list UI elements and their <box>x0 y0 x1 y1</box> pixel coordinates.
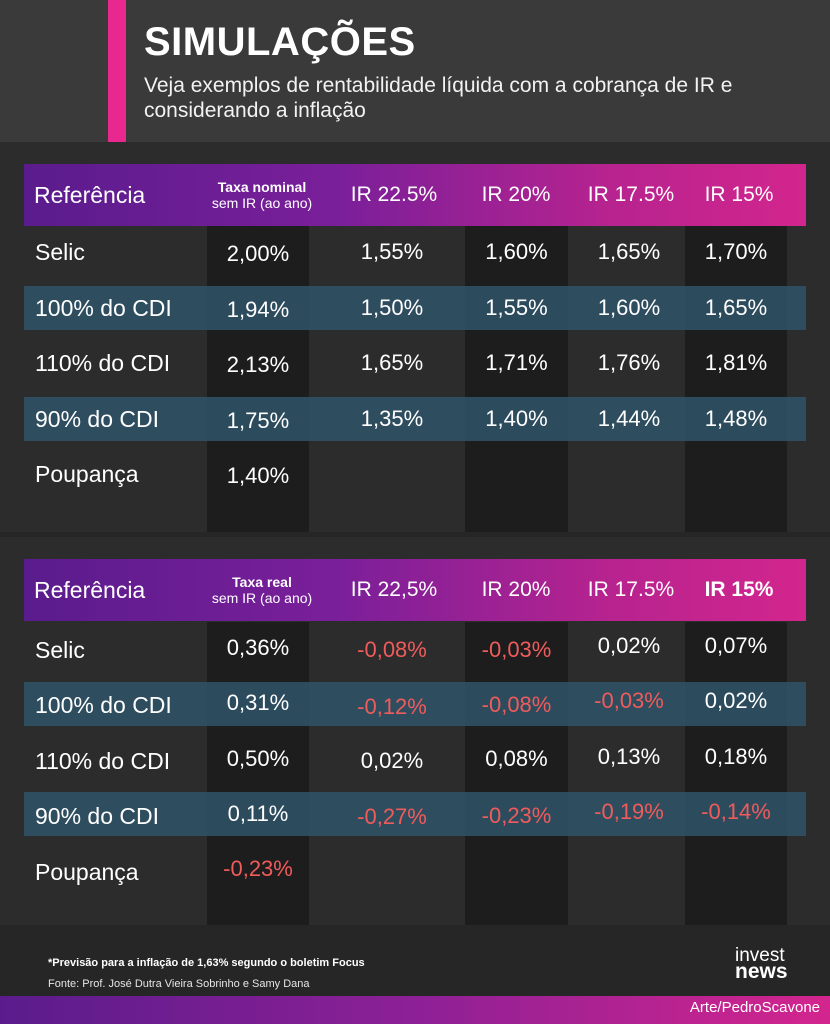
value-cell: 1,81% <box>704 350 768 375</box>
value-cell: 0,02% <box>597 633 661 658</box>
header-ir-17-5: IR 17.5% <box>587 183 675 206</box>
row-label-100-cdi: 100% do CDI <box>35 691 172 718</box>
row-label-110-cdi: 110% do CDI <box>35 349 171 376</box>
page-header <box>0 0 830 142</box>
logo-bottom: news <box>735 960 788 983</box>
value-cell: 2,13% <box>226 352 290 377</box>
highlight-row <box>24 397 806 441</box>
header-ir-22-5: IR 22,5% <box>350 578 438 601</box>
table-header: Referência Taxa nominal sem IR (ao ano) … <box>24 164 806 226</box>
header-ir-15: IR 15% <box>704 578 774 601</box>
value-cell: 1,50% <box>360 295 424 320</box>
row-label-poupanca: Poupança <box>35 460 139 487</box>
value-cell: 1,65% <box>597 239 661 264</box>
header-ir-17-5: IR 17.5% <box>587 578 675 601</box>
row-label-110-cdi: 110% do CDI <box>35 747 171 774</box>
value-cell: 0,02% <box>360 748 424 773</box>
header-reference: Referência <box>34 181 146 208</box>
value-cell-negative: -0,27% <box>357 804 427 829</box>
value-cell: 1,40% <box>226 463 290 488</box>
value-cell: 0,36% <box>226 635 290 660</box>
real-section: Referência Taxa real sem IR (ao ano) IR … <box>0 537 830 925</box>
value-cell: 1,40% <box>485 406 548 431</box>
column-band <box>207 226 309 532</box>
value-cell-negative: -0,08% <box>481 692 552 717</box>
value-cell: 1,71% <box>485 350 548 375</box>
value-cell-negative: -0,08% <box>357 637 427 662</box>
value-cell: 2,00% <box>226 241 290 266</box>
value-cell: 1,48% <box>704 406 768 431</box>
row-label-poupanca: Poupança <box>35 858 139 885</box>
value-cell: 1,35% <box>360 406 424 431</box>
column-band <box>465 622 568 925</box>
nominal-section: Referência Taxa nominal sem IR (ao ano) … <box>0 142 830 532</box>
header-rate: Taxa real sem IR (ao ano) <box>202 559 322 621</box>
column-band <box>207 622 309 925</box>
value-cell-negative: -0,14% <box>701 799 771 824</box>
footer-note: *Previsão para a inflação de 1,63% segun… <box>48 957 365 969</box>
value-cell: 0,11% <box>227 801 289 826</box>
value-cell-negative: -0,23% <box>223 856 293 881</box>
value-cell: 1,65% <box>360 350 424 375</box>
highlight-row <box>24 682 806 726</box>
art-credit: Arte/PedroScavone <box>689 999 820 1016</box>
accent-bar <box>108 0 126 142</box>
value-cell: 0,02% <box>704 688 768 713</box>
footer-source: Fonte: Prof. José Dutra Vieira Sobrinho … <box>48 978 310 990</box>
value-cell: 1,55% <box>360 239 424 264</box>
column-band <box>465 226 568 532</box>
header-rate-line1: Taxa real <box>232 574 292 590</box>
header-rate: Taxa nominal sem IR (ao ano) <box>202 164 322 226</box>
value-cell-negative: -0,03% <box>594 688 664 713</box>
value-cell: 1,60% <box>597 295 661 320</box>
row-label-90-cdi: 90% do CDI <box>35 405 160 432</box>
logo-top: invest <box>735 945 785 966</box>
highlight-row <box>24 286 806 330</box>
header-rate-line1: Taxa nominal <box>217 179 307 195</box>
column-band <box>685 622 787 925</box>
value-cell: 1,44% <box>597 406 661 431</box>
value-cell-negative: -0,23% <box>481 803 552 828</box>
value-cell: 0,31% <box>226 690 290 715</box>
column-band <box>685 226 787 532</box>
value-cell: 0,13% <box>597 744 661 769</box>
value-cell: 1,94% <box>226 297 290 322</box>
header-rate-line2: sem IR (ao ano) <box>211 590 313 606</box>
value-cell-negative: -0,03% <box>481 637 552 662</box>
value-cell: 0,18% <box>704 744 768 769</box>
value-cell: 0,50% <box>226 746 290 771</box>
value-cell: 1,70% <box>704 239 768 264</box>
header-ir-20: IR 20% <box>481 578 551 601</box>
value-cell-negative: -0,19% <box>594 799 664 824</box>
highlight-row <box>24 792 806 836</box>
value-cell: 1,65% <box>704 295 768 320</box>
header-rate-line2: sem IR (ao ano) <box>211 195 313 211</box>
page-subtitle: Veja exemplos de rentabilidade líquida c… <box>144 74 733 122</box>
row-label-selic: Selic <box>35 238 85 265</box>
header-ir-22-5: IR 22.5% <box>350 183 438 206</box>
value-cell: 1,55% <box>485 295 548 320</box>
row-label-90-cdi: 90% do CDI <box>35 802 160 829</box>
row-label-selic: Selic <box>35 636 85 663</box>
bottom-bar: Arte/PedroScavone <box>0 996 830 1024</box>
value-cell: 1,76% <box>597 350 661 375</box>
header-reference: Referência <box>34 576 146 603</box>
value-cell-negative: -0,12% <box>357 694 427 719</box>
table-header: Referência Taxa real sem IR (ao ano) IR … <box>24 559 806 621</box>
header-ir-20: IR 20% <box>481 183 551 206</box>
page-title: SIMULAÇÕES <box>144 20 416 64</box>
header-ir-15: IR 15% <box>704 183 774 206</box>
value-cell: 1,60% <box>485 239 548 264</box>
row-label-100-cdi: 100% do CDI <box>35 294 172 321</box>
value-cell: 0,08% <box>485 746 548 771</box>
value-cell: 1,75% <box>226 408 290 433</box>
investnews-logo: invest news <box>735 945 815 983</box>
value-cell: 0,07% <box>704 633 768 658</box>
